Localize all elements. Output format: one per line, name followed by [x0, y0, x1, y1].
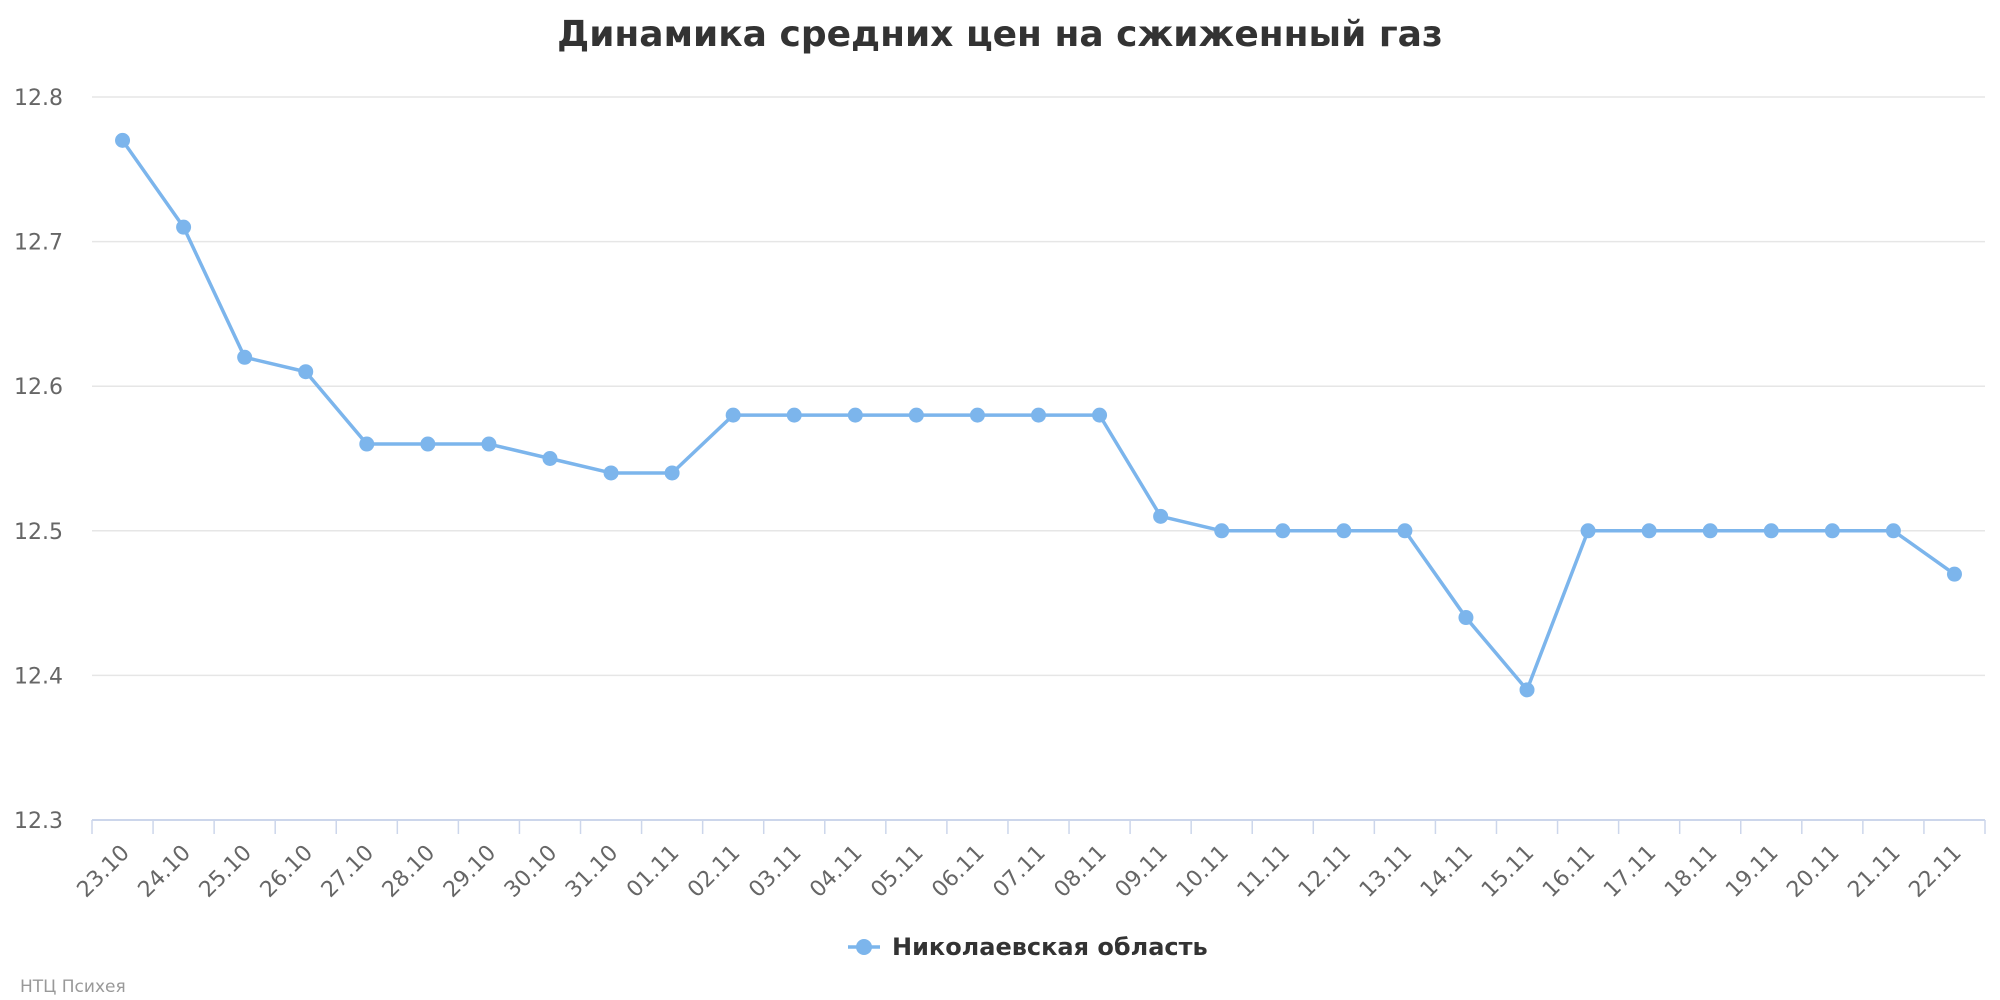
data-point[interactable] — [1702, 523, 1718, 539]
x-tick-label: 21.11 — [1843, 841, 1905, 903]
data-point[interactable] — [359, 436, 375, 452]
x-tick-label: 06.11 — [927, 841, 989, 903]
x-tick-label: 28.10 — [378, 841, 440, 903]
x-tick-label: 11.11 — [1233, 841, 1295, 903]
x-tick-label: 25.10 — [195, 841, 257, 903]
x-tick-label: 04.11 — [805, 841, 867, 903]
data-point[interactable] — [1092, 407, 1108, 423]
x-tick-label: 12.11 — [1294, 841, 1356, 903]
x-tick-label: 17.11 — [1599, 841, 1661, 903]
x-tick-label: 19.11 — [1721, 841, 1783, 903]
data-point[interactable] — [786, 407, 802, 423]
x-axis: 23.1024.1025.1026.1027.1028.1029.1030.10… — [73, 819, 1986, 903]
data-point[interactable] — [298, 364, 314, 380]
data-point[interactable] — [1519, 682, 1535, 698]
grid-lines — [92, 96, 1985, 677]
data-point[interactable] — [1885, 523, 1901, 539]
x-tick-label: 26.10 — [256, 841, 318, 903]
x-tick-label: 10.11 — [1172, 841, 1234, 903]
x-tick-label: 01.11 — [622, 841, 684, 903]
data-point[interactable] — [1580, 523, 1596, 539]
x-tick-label: 18.11 — [1660, 841, 1722, 903]
data-point[interactable] — [1458, 610, 1474, 626]
data-point[interactable] — [1275, 523, 1291, 539]
x-tick-label: 15.11 — [1477, 841, 1539, 903]
x-tick-label: 08.11 — [1050, 841, 1112, 903]
x-tick-label: 27.10 — [317, 841, 379, 903]
series-layer — [115, 132, 1962, 698]
y-tick-label: 12.4 — [14, 664, 63, 689]
x-tick-label: 22.11 — [1904, 841, 1966, 903]
data-point[interactable] — [1824, 523, 1840, 539]
x-tick-label: 29.10 — [439, 841, 501, 903]
data-point[interactable] — [1763, 523, 1779, 539]
x-tick-label: 03.11 — [744, 841, 806, 903]
x-tick-label: 05.11 — [866, 841, 928, 903]
y-tick-label: 12.7 — [14, 231, 63, 256]
y-axis: 12.3 12.4 12.5 12.6 12.7 12.8 — [14, 86, 63, 834]
x-tick-label: 30.10 — [500, 841, 562, 903]
credit-text[interactable]: НТЦ Психея — [20, 977, 126, 997]
x-tick-label: 16.11 — [1538, 841, 1600, 903]
data-point[interactable] — [847, 407, 863, 423]
data-point[interactable] — [1214, 523, 1230, 539]
data-point[interactable] — [481, 436, 497, 452]
data-point[interactable] — [1397, 523, 1413, 539]
data-point[interactable] — [237, 349, 253, 365]
data-point[interactable] — [176, 219, 192, 235]
x-tick-label: 09.11 — [1111, 841, 1173, 903]
data-point[interactable] — [1153, 508, 1169, 524]
x-tick-label: 31.10 — [561, 841, 623, 903]
data-point[interactable] — [603, 465, 619, 481]
data-point[interactable] — [115, 132, 131, 148]
x-tick-label: 14.11 — [1416, 841, 1478, 903]
data-point[interactable] — [542, 451, 558, 466]
y-tick-label: 12.8 — [14, 86, 63, 111]
chart-title: Динамика средних цен на сжиженный газ — [557, 14, 1443, 55]
x-tick-label: 23.10 — [73, 841, 135, 903]
x-tick-label: 07.11 — [989, 841, 1051, 903]
data-point[interactable] — [1946, 566, 1962, 582]
x-tick-label: 02.11 — [683, 841, 745, 903]
x-tick-label: 24.10 — [134, 841, 196, 903]
data-point[interactable] — [1336, 523, 1352, 539]
data-point[interactable] — [664, 465, 680, 481]
y-tick-label: 12.6 — [14, 375, 63, 400]
data-point[interactable] — [969, 407, 985, 423]
legend-item-label[interactable]: Николаевская область — [892, 933, 1208, 961]
y-tick-label: 12.5 — [14, 520, 63, 545]
x-tick-label: 13.11 — [1355, 841, 1417, 903]
data-point[interactable] — [908, 407, 924, 423]
data-point[interactable] — [420, 436, 436, 452]
legend-marker-icon — [856, 939, 872, 955]
data-point[interactable] — [1641, 523, 1657, 539]
y-tick-label: 12.3 — [14, 809, 63, 834]
x-tick-label: 20.11 — [1782, 841, 1844, 903]
legend[interactable]: Николаевская область — [848, 933, 1208, 961]
data-point[interactable] — [725, 407, 741, 423]
data-point[interactable] — [1031, 407, 1046, 423]
